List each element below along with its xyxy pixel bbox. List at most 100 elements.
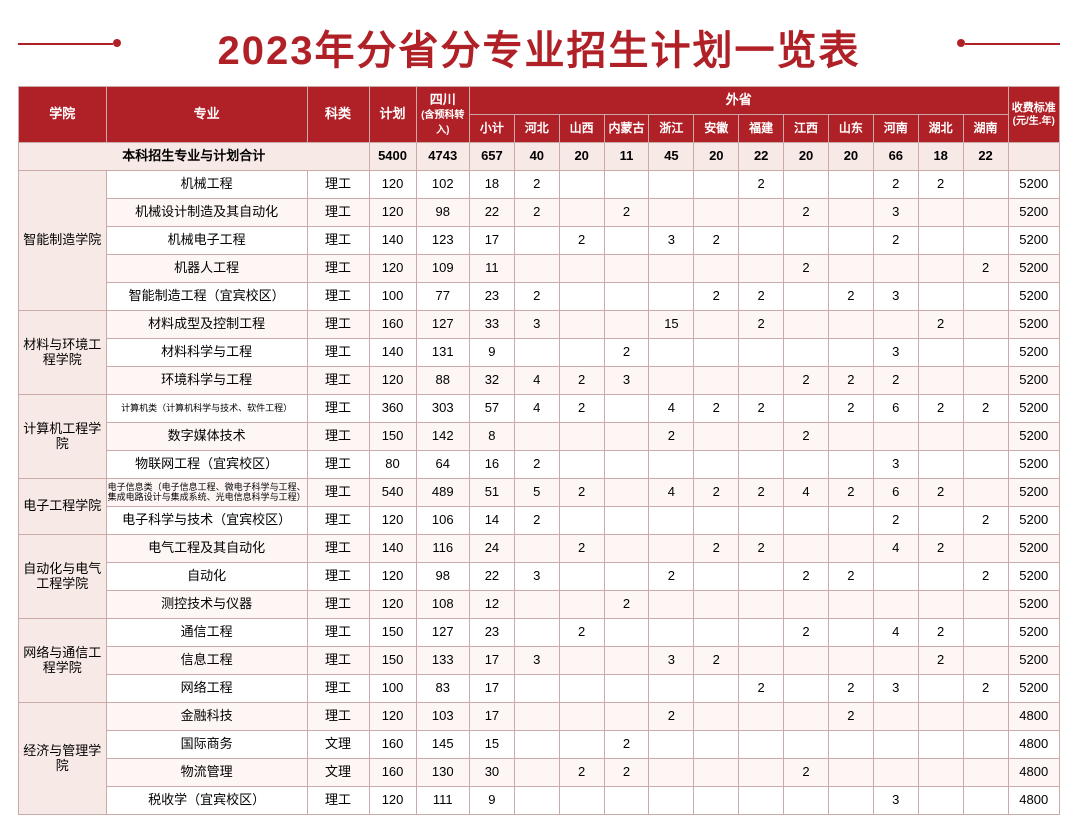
- province-cell: 33: [469, 311, 514, 339]
- totals-sichuan: 4743: [416, 143, 469, 171]
- province-cell: 51: [469, 479, 514, 507]
- province-cell: [649, 535, 694, 563]
- province-cell: [694, 759, 739, 787]
- province-cell: [739, 759, 784, 787]
- province-cell: 4: [514, 367, 559, 395]
- province-cell: 3: [873, 675, 918, 703]
- category-cell: 理工: [307, 283, 369, 311]
- province-cell: 2: [739, 395, 784, 423]
- province-cell: [873, 703, 918, 731]
- province-cell: [694, 423, 739, 451]
- plan-cell: 120: [369, 703, 416, 731]
- province-cell: [963, 451, 1008, 479]
- table-row: 物流管理文理160130302224800: [19, 759, 1060, 787]
- major-cell: 网络工程: [106, 675, 307, 703]
- province-cell: [559, 451, 604, 479]
- province-cell: [739, 731, 784, 759]
- province-cell: [514, 675, 559, 703]
- category-cell: 理工: [307, 367, 369, 395]
- major-cell: 材料成型及控制工程: [106, 311, 307, 339]
- province-cell: 2: [559, 535, 604, 563]
- fee-cell: 4800: [1008, 703, 1060, 731]
- province-cell: 2: [828, 395, 873, 423]
- province-cell: 4: [649, 479, 694, 507]
- major-cell: 电气工程及其自动化: [106, 535, 307, 563]
- province-cell: [694, 675, 739, 703]
- major-cell: 物流管理: [106, 759, 307, 787]
- province-cell: 2: [559, 227, 604, 255]
- totals-province: 22: [739, 143, 784, 171]
- province-cell: 2: [873, 227, 918, 255]
- category-cell: 理工: [307, 171, 369, 199]
- plan-cell: 120: [369, 591, 416, 619]
- province-cell: 2: [828, 675, 873, 703]
- province-cell: [604, 675, 649, 703]
- plan-cell: 150: [369, 619, 416, 647]
- province-cell: 2: [873, 507, 918, 535]
- page-title: 2023年分省分专业招生计划一览表: [218, 18, 861, 76]
- province-cell: 9: [469, 339, 514, 367]
- plan-cell: 120: [369, 255, 416, 283]
- sichuan-cell: 130: [416, 759, 469, 787]
- fee-cell: 5200: [1008, 283, 1060, 311]
- province-cell: [828, 535, 873, 563]
- province-cell: 3: [873, 199, 918, 227]
- province-cell: 2: [828, 703, 873, 731]
- province-cell: [694, 731, 739, 759]
- totals-province: 45: [649, 143, 694, 171]
- totals-fee: [1008, 143, 1060, 171]
- province-cell: [963, 619, 1008, 647]
- table-row: 智能制造工程（宜宾校区）理工1007723222235200: [19, 283, 1060, 311]
- table-row: 材料与环境工程学院材料成型及控制工程理工16012733315225200: [19, 311, 1060, 339]
- table-row: 计算机工程学院计算机类（计算机科学与技术、软件工程）理工360303574242…: [19, 395, 1060, 423]
- totals-province: 18: [918, 143, 963, 171]
- province-cell: 2: [649, 703, 694, 731]
- province-cell: 2: [784, 199, 829, 227]
- province-cell: 15: [649, 311, 694, 339]
- province-cell: [918, 731, 963, 759]
- province-cell: [784, 507, 829, 535]
- th-province: 江西: [784, 115, 829, 143]
- province-cell: [559, 787, 604, 815]
- province-cell: [514, 423, 559, 451]
- sichuan-cell: 109: [416, 255, 469, 283]
- province-cell: [963, 731, 1008, 759]
- province-cell: [604, 647, 649, 675]
- fee-cell: 5200: [1008, 451, 1060, 479]
- table-row: 网络与通信工程学院通信工程理工1501272322425200: [19, 619, 1060, 647]
- plan-cell: 540: [369, 479, 416, 507]
- province-cell: [873, 647, 918, 675]
- table-row: 机械电子工程理工1401231723225200: [19, 227, 1060, 255]
- plan-cell: 140: [369, 227, 416, 255]
- fee-cell: 4800: [1008, 731, 1060, 759]
- province-cell: 2: [784, 423, 829, 451]
- province-cell: 2: [828, 283, 873, 311]
- province-cell: [604, 619, 649, 647]
- sichuan-cell: 106: [416, 507, 469, 535]
- province-cell: [559, 563, 604, 591]
- plan-cell: 140: [369, 535, 416, 563]
- totals-province: 22: [963, 143, 1008, 171]
- province-cell: 2: [963, 563, 1008, 591]
- th-plan: 计划: [369, 87, 416, 143]
- major-cell: 信息工程: [106, 647, 307, 675]
- province-cell: [514, 703, 559, 731]
- college-cell: 自动化与电气工程学院: [19, 535, 107, 619]
- province-cell: 22: [469, 563, 514, 591]
- province-cell: 3: [873, 339, 918, 367]
- category-cell: 文理: [307, 731, 369, 759]
- province-cell: [784, 227, 829, 255]
- province-cell: [739, 227, 784, 255]
- table-row: 测控技术与仪器理工1201081225200: [19, 591, 1060, 619]
- province-cell: 16: [469, 451, 514, 479]
- table-row: 国际商务文理1601451524800: [19, 731, 1060, 759]
- province-cell: 4: [873, 619, 918, 647]
- plan-cell: 120: [369, 171, 416, 199]
- province-cell: 17: [469, 703, 514, 731]
- sichuan-cell: 108: [416, 591, 469, 619]
- category-cell: 理工: [307, 227, 369, 255]
- province-cell: [828, 339, 873, 367]
- table-row: 机器人工程理工12010911225200: [19, 255, 1060, 283]
- province-cell: [739, 647, 784, 675]
- sichuan-cell: 131: [416, 339, 469, 367]
